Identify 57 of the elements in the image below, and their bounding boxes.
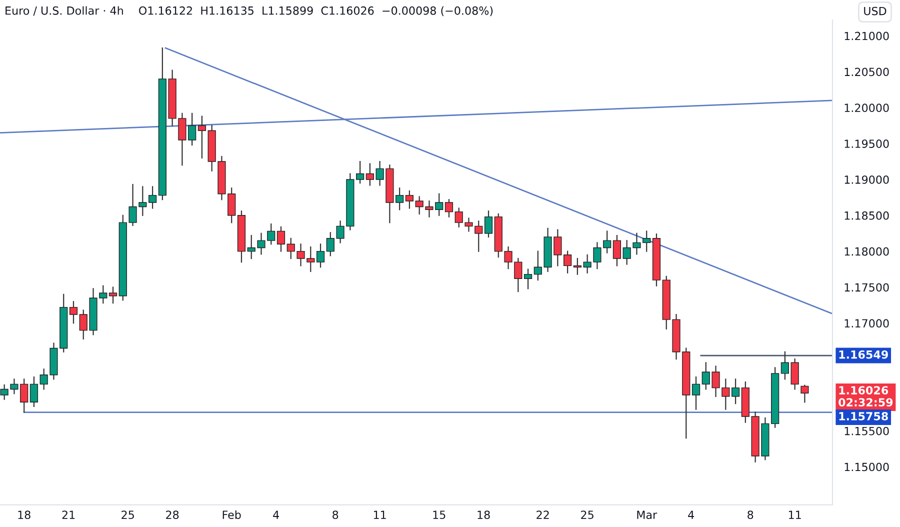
x-tick-label: 15: [433, 510, 446, 520]
x-tick-label: 22: [536, 510, 549, 519]
y-tick-label: 1.15500: [844, 426, 889, 436]
candlestick: [148, 186, 157, 209]
y-tick-label: 1.20500: [844, 68, 889, 76]
x-tick-label: 21: [62, 510, 75, 519]
candlestick: [188, 112, 196, 146]
x-tick-label: 8: [748, 510, 754, 520]
y-tick-label: 1.15000: [844, 462, 889, 472]
candlestick: [108, 286, 118, 304]
y-tick-label: 1.19000: [844, 175, 889, 184]
x-tick-label: 8: [332, 510, 338, 520]
candlestick: [731, 378, 740, 404]
candlestick: [356, 160, 364, 184]
x-tick-label: Mar: [637, 510, 658, 520]
candlestick: [780, 351, 789, 380]
y-tick-label: 1.17000: [844, 319, 889, 328]
x-tick-label: 18: [18, 510, 30, 520]
y-tick-label: 1.21000: [844, 32, 889, 40]
candlestick: [405, 190, 414, 209]
annotation: 1.15758: [839, 412, 888, 420]
x-tick-label: 4: [688, 510, 694, 519]
x-tick-label: 25: [581, 510, 594, 520]
candlestick: [800, 384, 809, 403]
y-axis-title: USD: [864, 6, 886, 16]
candlestick: [366, 163, 374, 186]
text: 02:32:59: [838, 398, 893, 406]
candlestick: [612, 234, 622, 266]
x-tick-label: 4: [273, 510, 279, 519]
chart-title: Euro / U.S. Dollar · 4h: [6, 6, 123, 16]
text: 1.16026: [839, 386, 888, 394]
x-tick-label: 11: [374, 510, 386, 519]
y-tick-label: 1.18500: [844, 211, 889, 220]
candlestick: [276, 226, 286, 252]
candlestick: [396, 188, 404, 210]
candlestick: [444, 199, 454, 218]
x-tick-label: 28: [166, 510, 179, 520]
y-tick-label: 1.18000: [844, 247, 889, 256]
candlestick: [790, 358, 799, 390]
candlestick: [524, 268, 532, 290]
candlestick: [69, 301, 78, 324]
candlestick: [198, 116, 206, 158]
candlestick: [573, 258, 582, 275]
annotation: 1.16549: [839, 350, 888, 359]
x-tick-label: 18: [478, 510, 490, 520]
x-tick-label: 11: [788, 510, 801, 519]
candlestick: [692, 376, 700, 410]
candlestick: [484, 210, 493, 238]
chart-subtitle: O1.16122 H1.16135 L1.15899 C1.16026 −0.00098 (−0.08%): [139, 6, 493, 16]
x-tick-label: Feb: [222, 510, 241, 520]
x-tick-label: 25: [122, 510, 134, 520]
candlestick: [30, 376, 38, 408]
y-tick-label: 1.20000: [844, 104, 889, 112]
candlestick: [316, 244, 325, 268]
y-tick-label: 1.19500: [844, 140, 889, 148]
y-tick-label: 1.17500: [844, 283, 889, 292]
candlestick: [564, 250, 572, 274]
